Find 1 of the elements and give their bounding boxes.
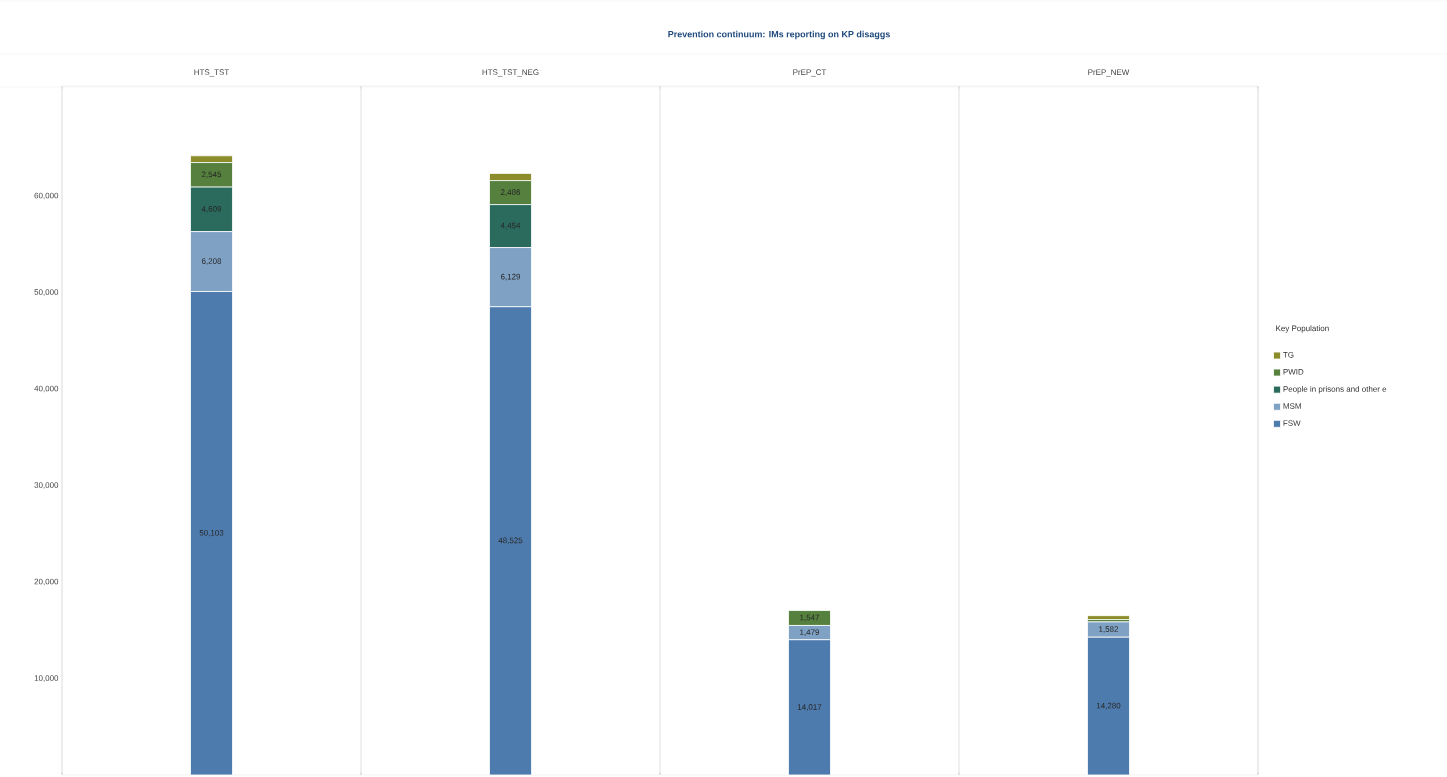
chart-title: Prevention continuum: IMs reporting on KP disaggs (668, 30, 890, 40)
